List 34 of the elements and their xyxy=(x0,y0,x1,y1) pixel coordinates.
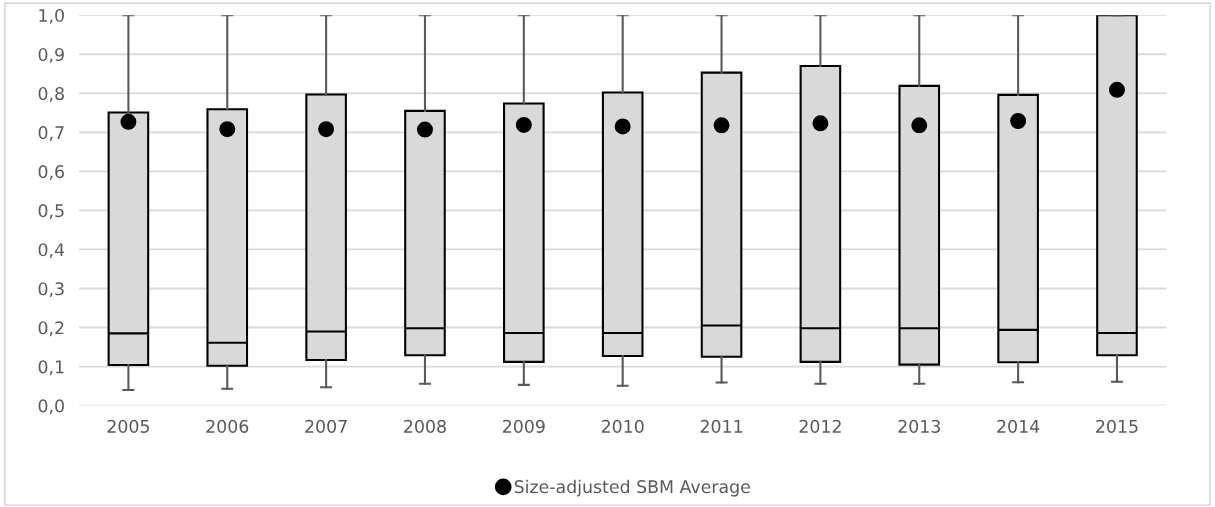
point xyxy=(120,113,137,130)
x-tick-label: 2009 xyxy=(503,419,545,433)
x-tick-label: 2015 xyxy=(1096,419,1138,433)
point xyxy=(318,121,335,138)
y-tick-label: 1,0 xyxy=(39,8,64,24)
x-tick-label: 2011 xyxy=(700,419,743,433)
y-tick-label: 0,5 xyxy=(38,204,64,220)
point xyxy=(416,121,433,138)
point xyxy=(812,115,829,132)
x-tick-label: 2005 xyxy=(107,419,149,433)
y-tick-label: 0,8 xyxy=(38,87,64,102)
y-tick-label: 0,4 xyxy=(38,243,65,259)
y-tick-label: 0,2 xyxy=(38,321,64,337)
point xyxy=(515,116,532,133)
point xyxy=(1010,113,1027,129)
y-tick-label: 0,1 xyxy=(38,360,64,376)
y-tick-label: 0,0 xyxy=(38,399,64,415)
x-tick-label: 2007 xyxy=(305,419,347,433)
x-tick-label: 2014 xyxy=(997,419,1040,433)
y-tick-label: 0,6 xyxy=(38,165,64,180)
legend-label: Size-adjusted SBM Average xyxy=(514,479,750,497)
x-tick-label: 2013 xyxy=(898,419,940,433)
y-tick-label: 0,7 xyxy=(38,126,64,141)
x-tick-label: 2012 xyxy=(799,419,841,433)
y-tick-label: 0,9 xyxy=(38,47,64,63)
point xyxy=(911,117,928,134)
y-tick-label: 0,3 xyxy=(38,282,64,298)
point xyxy=(1108,81,1125,98)
x-tick-label: 2008 xyxy=(404,419,446,433)
point xyxy=(219,121,236,138)
point xyxy=(713,117,730,134)
point xyxy=(614,118,631,135)
x-tick-label: 2010 xyxy=(601,419,644,433)
x-tick-label: 2006 xyxy=(206,419,249,433)
